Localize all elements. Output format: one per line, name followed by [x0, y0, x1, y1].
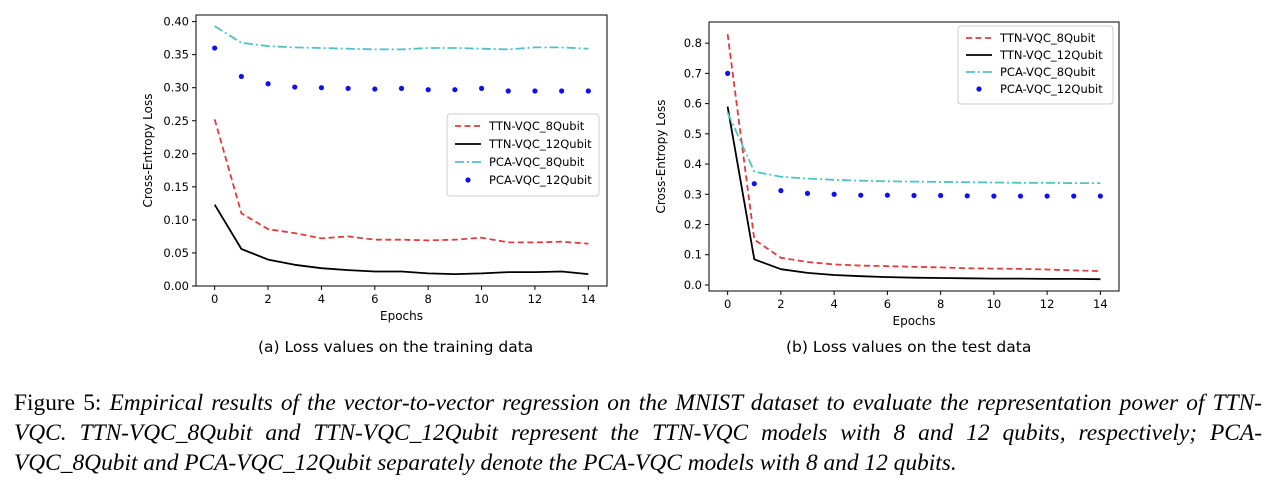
- y-axis-label: Cross-Entropy Loss: [654, 100, 668, 214]
- point-pca-vqc-12qubit: [911, 192, 917, 199]
- y-tick-label: 0.00: [163, 279, 189, 293]
- x-tick-label: 2: [264, 292, 271, 306]
- point-pca-vqc-12qubit: [1044, 193, 1050, 199]
- y-tick-label: 0.7: [684, 66, 702, 80]
- line-ttn-vqc-8qubit: [726, 33, 1101, 272]
- x-tick-label: 12: [528, 292, 543, 306]
- point-pca-vqc-12qubit: [831, 191, 837, 197]
- line-pca-vqc-8qubit: [726, 112, 1101, 185]
- point-pca-vqc-12qubit: [884, 192, 890, 198]
- y-tick-label: 0.30: [163, 81, 189, 95]
- y-tick-label: 0.05: [163, 246, 189, 260]
- x-tick-label: 4: [830, 297, 837, 311]
- point-pca-vqc-12qubit: [1071, 193, 1077, 199]
- y-tick-label: 0.1: [684, 248, 702, 262]
- line-ttn-vqc-12qubit: [213, 204, 589, 276]
- legend-label-ttn-vqc-8qubit: TTN-VQC_8Qubit: [488, 119, 585, 133]
- x-axis-label: Epochs: [893, 314, 936, 328]
- x-tick-label: 8: [425, 292, 432, 306]
- point-pca-vqc-12qubit: [505, 88, 511, 94]
- legend-label-pca-vqc-12qubit: PCA-VQC_12Qubit: [1000, 82, 1103, 96]
- point-pca-vqc-12qubit: [238, 73, 244, 80]
- x-tick-label: 0: [724, 297, 731, 311]
- y-tick-label: 0.25: [163, 114, 189, 128]
- point-pca-vqc-12qubit: [532, 88, 538, 94]
- point-pca-vqc-12qubit: [478, 85, 485, 91]
- legend-box: [446, 113, 600, 197]
- point-pca-vqc-12qubit: [725, 70, 731, 76]
- line-ttn-vqc-8qubit: [213, 119, 589, 245]
- chart-test-loss: 0 2 4 6 8 10 12 14 0.0 0.1 0.2 0.3 0.4 0.5 0.6 0.7 0.8 Ep…: [654, 21, 1120, 328]
- point-pca-vqc-12qubit: [559, 88, 565, 94]
- figure-charts: 0 2 4 6 8 10 12 140.000.050.100.150.200.250.300…: [141, 14, 1120, 328]
- plot-frame: [195, 14, 608, 287]
- point-pca-vqc-12qubit: [1017, 193, 1024, 199]
- y-tick-label: 0.3: [684, 187, 702, 201]
- x-tick-label: 6: [884, 297, 891, 311]
- point-pca-vqc-12qubit: [804, 190, 811, 196]
- figure-caption: Figure 5: Empirical results of the vecto…: [14, 388, 1262, 478]
- y-tick-label: 0.15: [163, 180, 189, 194]
- point-pca-vqc-12qubit: [858, 192, 864, 198]
- x-tick-label: 12: [1040, 297, 1055, 311]
- y-axis-label: Cross-Entropy Loss: [141, 94, 155, 208]
- y-tick-label: 0.35: [163, 48, 189, 62]
- y-tick-label: 0.4: [684, 157, 702, 171]
- legend-marker-pca-vqc-12qubit: [976, 86, 982, 92]
- y-tick-label: 0.40: [163, 15, 189, 29]
- legend-label-pca-vqc-12qubit: PCA-VQC_12Qubit: [489, 173, 592, 187]
- point-pca-vqc-12qubit: [751, 181, 757, 187]
- subcaption-training: (a) Loss values on the training data: [258, 338, 534, 356]
- y-tick-label: 0.10: [163, 213, 189, 227]
- legend-label-pca-vqc-8qubit: PCA-VQC_8Qubit: [1000, 65, 1096, 79]
- y-tick-label: 0.0: [684, 278, 702, 292]
- point-pca-vqc-12qubit: [265, 81, 271, 87]
- x-tick-label: 10: [474, 292, 489, 306]
- point-pca-vqc-12qubit: [778, 188, 784, 194]
- line-pca-vqc-8qubit: [214, 25, 589, 51]
- point-pca-vqc-12qubit: [318, 85, 325, 91]
- legend-label-ttn-vqc-8qubit: TTN-VQC_8Qubit: [999, 31, 1096, 45]
- point-pca-vqc-12qubit: [212, 45, 218, 51]
- point-pca-vqc-12qubit: [964, 193, 970, 199]
- y-tick-label: 0.2: [684, 218, 702, 232]
- x-tick-label: 6: [371, 292, 378, 306]
- y-tick-label: 0.6: [684, 97, 702, 111]
- x-tick-label: 8: [937, 297, 944, 311]
- legend-box: [957, 25, 1114, 105]
- x-axis-label: Epochs: [380, 309, 423, 323]
- y-tick-label: 0.8: [684, 36, 702, 50]
- figure-caption-text: Empirical results of the vector-to-vecto…: [14, 390, 1262, 476]
- point-pca-vqc-12qubit: [452, 87, 458, 93]
- x-tick-label: 14: [581, 292, 596, 306]
- point-pca-vqc-12qubit: [398, 85, 405, 91]
- plot-frame: [708, 21, 1120, 292]
- x-tick-label: 2: [777, 297, 784, 311]
- point-pca-vqc-12qubit: [585, 88, 591, 94]
- x-tick-label: 14: [1093, 297, 1108, 311]
- x-tick-label: 4: [318, 292, 325, 306]
- legend-label-pca-vqc-8qubit: PCA-VQC_8Qubit: [489, 155, 585, 169]
- point-pca-vqc-12qubit: [345, 85, 351, 91]
- x-tick-label: 0: [211, 292, 218, 306]
- x-tick-label: 10: [987, 297, 1002, 311]
- point-pca-vqc-12qubit: [938, 192, 944, 199]
- legend-label-ttn-vqc-12qubit: TTN-VQC_12Qubit: [999, 48, 1103, 62]
- y-tick-label: 0.20: [163, 147, 189, 161]
- y-tick-label: 0.5: [684, 127, 702, 141]
- legend-marker-pca-vqc-12qubit: [465, 177, 471, 183]
- point-pca-vqc-12qubit: [372, 86, 378, 92]
- legend-label-ttn-vqc-12qubit: TTN-VQC_12Qubit: [488, 137, 592, 151]
- point-pca-vqc-12qubit: [991, 193, 997, 199]
- chart-training-loss: 0 2 4 6 8 10 12 14 0.00 0.05 0.10 0.15 0.20 0.25 0.30 0…: [141, 14, 608, 323]
- point-pca-vqc-12qubit: [1097, 193, 1103, 199]
- line-ttn-vqc-12qubit: [726, 106, 1101, 281]
- figure-label: Figure 5:: [14, 390, 102, 416]
- subcaption-test: (b) Loss values on the test data: [786, 338, 1032, 356]
- point-pca-vqc-12qubit: [425, 87, 431, 93]
- point-pca-vqc-12qubit: [292, 84, 298, 90]
